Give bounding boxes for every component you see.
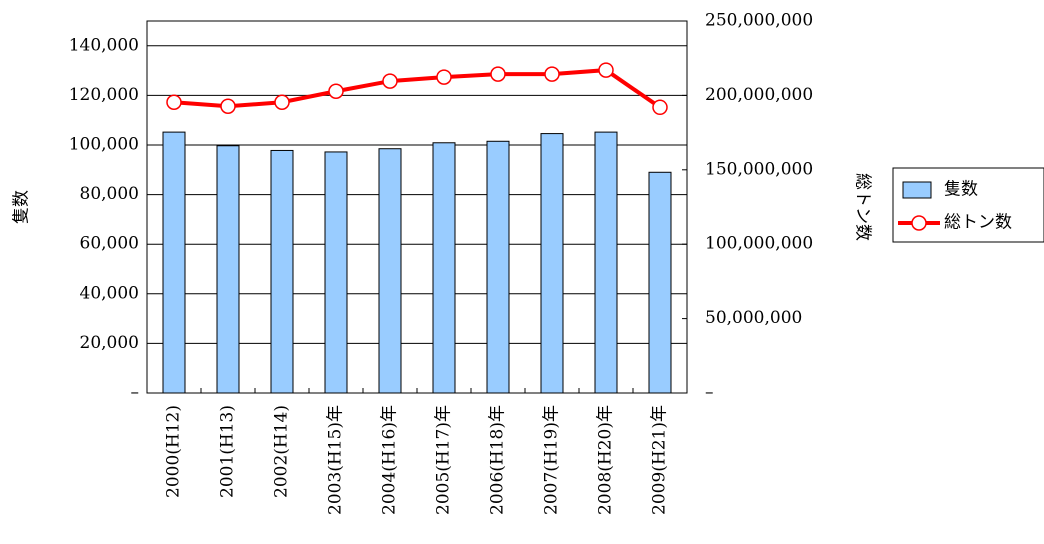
y2-axis-label: 総トン数 [853, 173, 873, 241]
y-tick-label: 120,000 [69, 85, 139, 105]
x-tick-label: 2001(H13) [218, 405, 238, 498]
bar [216, 145, 240, 394]
y2-tick-label: 150,000,000 [705, 159, 813, 179]
line-marker [436, 69, 452, 85]
x-tick-label: 2004(H16)年 [380, 405, 400, 515]
legend-marker [911, 215, 927, 231]
y2-tick-label: 200,000,000 [705, 85, 813, 105]
x-tick-label: 2007(H19)年 [542, 405, 562, 515]
y2-tick-label: 250,000,000 [705, 11, 813, 31]
line-marker [382, 73, 398, 89]
legend-label: 隻数 [944, 180, 978, 200]
line-marker [328, 83, 344, 99]
bar [270, 149, 294, 394]
bar [378, 148, 402, 394]
x-tick-label: 2005(H17)年 [434, 405, 454, 515]
y2-tick-label: 50,000,000 [705, 308, 802, 328]
y2-tick-label: – [705, 383, 714, 403]
x-tick-label: 2000(H12) [164, 405, 184, 498]
bar [324, 151, 348, 394]
y-tick-label: 20,000 [80, 333, 139, 353]
x-tick-label: 2009(H21)年 [650, 405, 670, 515]
bar [162, 131, 186, 394]
bar [540, 133, 564, 394]
line-marker [220, 98, 236, 115]
y-tick-label: 80,000 [80, 184, 139, 204]
line-marker [166, 94, 182, 110]
line-marker [652, 99, 668, 116]
y-tick-label: 140,000 [69, 35, 139, 55]
bar [594, 131, 618, 394]
legend-swatch [902, 181, 932, 199]
x-tick-label: 2008(H20)年 [596, 405, 616, 515]
line [173, 68, 662, 109]
y2-tick-label: 100,000,000 [705, 234, 813, 254]
line-marker [598, 62, 614, 78]
legend-label: 総トン数 [944, 213, 1012, 233]
line-marker [544, 66, 560, 82]
bar [648, 171, 672, 394]
x-tick-label: 2003(H15)年 [326, 405, 346, 515]
x-tick-label: 2006(H18)年 [488, 405, 508, 515]
y-tick-label: 40,000 [80, 283, 139, 303]
y-tick-label: 100,000 [69, 135, 139, 155]
y-tick-label: 60,000 [80, 234, 139, 254]
line-marker [274, 94, 290, 110]
line-marker [490, 66, 506, 82]
y-tick-label: – [131, 383, 140, 403]
bar [486, 140, 510, 394]
bar [432, 142, 456, 394]
y-axis-label: 隻数 [12, 190, 32, 224]
x-tick-label: 2002(H14) [272, 405, 292, 498]
